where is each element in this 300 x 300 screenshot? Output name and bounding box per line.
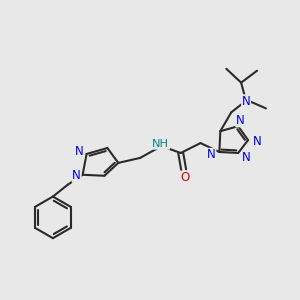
Text: N: N — [236, 114, 244, 127]
Text: NH: NH — [152, 139, 170, 149]
Text: N: N — [242, 152, 250, 164]
Text: N: N — [207, 148, 216, 161]
Text: N: N — [75, 146, 84, 158]
Text: N: N — [253, 135, 261, 148]
Text: N: N — [242, 95, 250, 108]
Text: O: O — [180, 171, 189, 184]
Text: N: N — [72, 169, 81, 182]
